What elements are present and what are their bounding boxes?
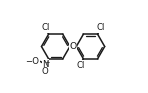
Text: −O: −O [25,57,39,66]
Text: O: O [69,42,77,51]
Text: Cl: Cl [96,23,104,32]
Text: Cl: Cl [42,23,50,32]
Text: Cl: Cl [77,61,85,70]
Text: O: O [42,67,49,76]
Text: N: N [42,60,49,69]
Text: +: + [44,60,50,66]
